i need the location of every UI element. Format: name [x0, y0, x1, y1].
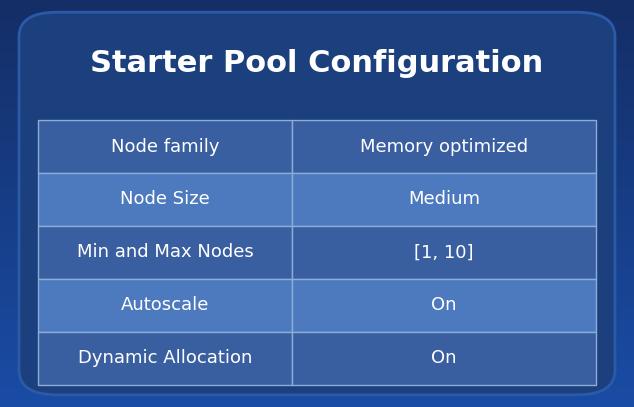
Text: Memory optimized: Memory optimized: [360, 138, 528, 155]
Text: Dynamic Allocation: Dynamic Allocation: [78, 349, 252, 367]
Bar: [38, 226, 292, 279]
Bar: [292, 332, 596, 385]
Bar: [38, 332, 292, 385]
Text: Node Size: Node Size: [120, 190, 210, 208]
Bar: [292, 120, 596, 173]
Bar: [292, 226, 596, 279]
Text: Starter Pool Configuration: Starter Pool Configuration: [91, 48, 543, 78]
Text: Node family: Node family: [111, 138, 219, 155]
Text: Autoscale: Autoscale: [121, 296, 209, 314]
Text: On: On: [431, 296, 456, 314]
Text: On: On: [431, 349, 456, 367]
Bar: [292, 279, 596, 332]
Bar: [292, 173, 596, 226]
Text: Min and Max Nodes: Min and Max Nodes: [77, 243, 254, 261]
FancyBboxPatch shape: [19, 12, 615, 395]
Bar: [38, 173, 292, 226]
Text: [1, 10]: [1, 10]: [414, 243, 474, 261]
Bar: [38, 120, 292, 173]
Text: Medium: Medium: [408, 190, 480, 208]
Bar: [38, 279, 292, 332]
